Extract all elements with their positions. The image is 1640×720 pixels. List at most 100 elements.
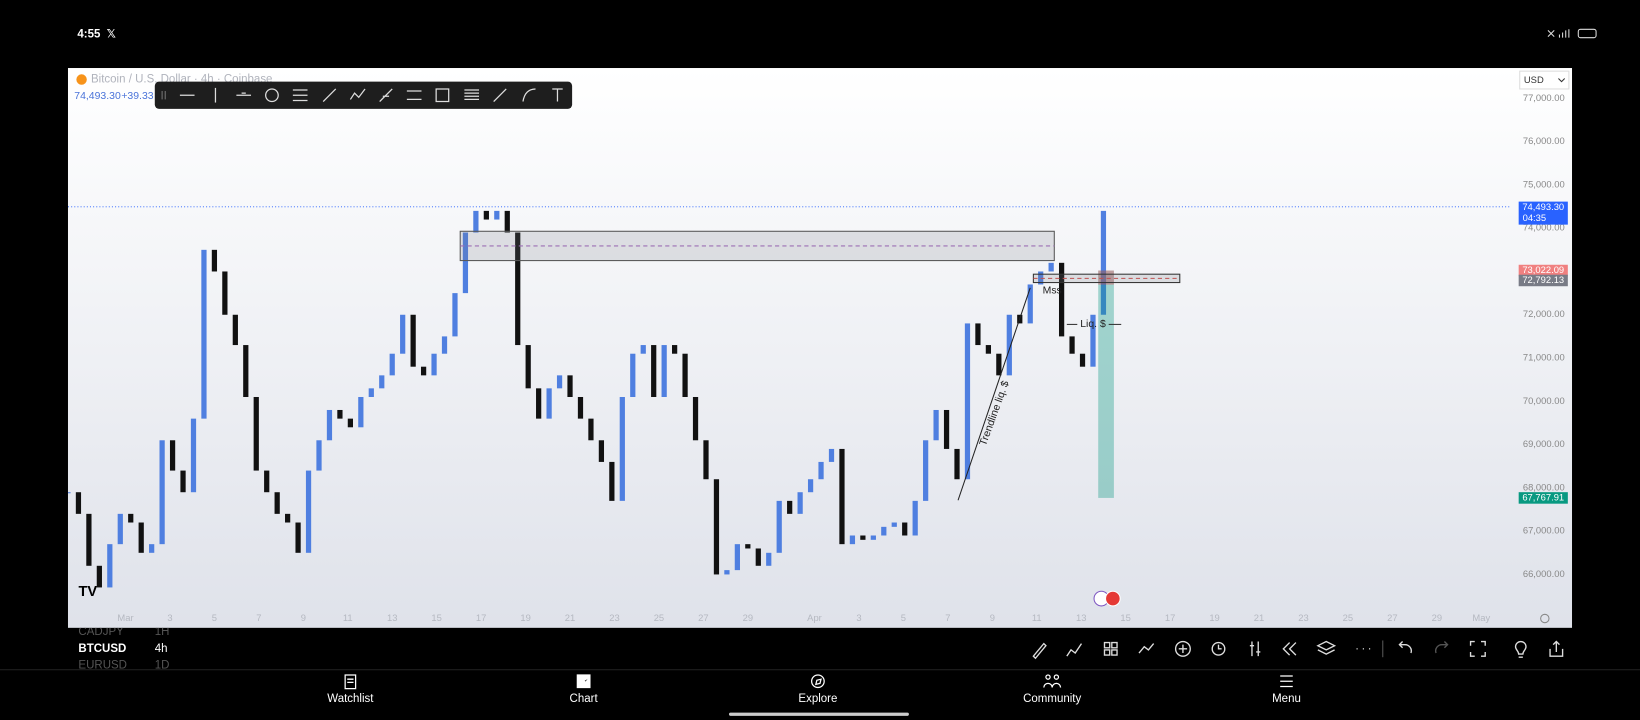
symbol-ticker[interactable]: CADJPY bbox=[78, 626, 124, 638]
x-tick-label: 3 bbox=[167, 612, 172, 623]
tool-icon[interactable] bbox=[522, 88, 536, 102]
candle bbox=[588, 418, 594, 441]
x-tick-label: 17 bbox=[476, 612, 486, 623]
candle bbox=[661, 345, 667, 397]
nav-item[interactable]: Chart bbox=[570, 674, 599, 705]
trendline[interactable] bbox=[957, 287, 1031, 501]
symbol-interval[interactable]: 4h bbox=[155, 643, 168, 655]
target-zone[interactable] bbox=[1098, 270, 1114, 498]
chart-tool[interactable] bbox=[1103, 641, 1118, 656]
chart-area[interactable] bbox=[67, 68, 1573, 628]
tool-icon[interactable] bbox=[349, 88, 366, 100]
x-tick-label: 11 bbox=[1032, 612, 1042, 623]
x-tick-label: 19 bbox=[520, 612, 530, 623]
settings-icon[interactable] bbox=[1540, 613, 1550, 624]
nav-item[interactable]: Watchlist bbox=[327, 674, 374, 705]
tool-icon[interactable] bbox=[464, 89, 480, 101]
tool-icon[interactable] bbox=[236, 92, 252, 96]
candle bbox=[609, 461, 615, 501]
candle bbox=[358, 396, 364, 428]
nav-item[interactable]: Community bbox=[1023, 674, 1082, 705]
x-tick-label: Apr bbox=[807, 612, 822, 623]
candle bbox=[180, 470, 186, 493]
x-tick-label: 5 bbox=[212, 612, 217, 623]
candle bbox=[159, 440, 165, 545]
nav-item[interactable]: Menu bbox=[1272, 675, 1301, 705]
candle bbox=[1100, 210, 1107, 315]
candle bbox=[996, 353, 1002, 376]
candle bbox=[274, 492, 280, 514]
tool-icon[interactable] bbox=[406, 90, 422, 101]
tool-icon[interactable] bbox=[552, 88, 563, 102]
candle bbox=[316, 440, 322, 471]
tool-icon[interactable] bbox=[493, 88, 507, 102]
symbol-ticker[interactable]: EURUSD bbox=[78, 660, 127, 672]
chart-tool[interactable] bbox=[1066, 643, 1083, 657]
symbol-ticker[interactable]: BTCUSD bbox=[78, 643, 126, 655]
chart-tool[interactable] bbox=[1249, 641, 1261, 657]
chart-tool[interactable] bbox=[1032, 642, 1047, 660]
candle bbox=[441, 336, 448, 354]
candle bbox=[912, 500, 918, 536]
x-tick-label: 29 bbox=[1432, 612, 1442, 623]
currency-select[interactable]: USD bbox=[1519, 70, 1570, 90]
symbol-interval[interactable]: 1H bbox=[155, 626, 170, 638]
tool-icon[interactable] bbox=[292, 89, 308, 102]
chart-tool[interactable] bbox=[1211, 641, 1226, 656]
candle bbox=[985, 345, 992, 354]
candle bbox=[787, 500, 793, 514]
x-tick-label: 7 bbox=[945, 612, 950, 623]
tool-icon[interactable] bbox=[379, 88, 393, 102]
candle bbox=[264, 470, 270, 493]
y-tick-label: 75,000.00 bbox=[1523, 178, 1565, 189]
liq-label: Liq. $ bbox=[1080, 319, 1106, 330]
candle bbox=[201, 249, 207, 419]
tv-logo: TV bbox=[79, 584, 98, 600]
candle bbox=[420, 366, 427, 376]
candle bbox=[431, 353, 437, 376]
x-tick-label: May bbox=[1472, 612, 1490, 623]
candle bbox=[515, 232, 521, 346]
symbol-list: CADJPY 1H BTCUSD 4h EURUSD 1D bbox=[78, 626, 170, 672]
candle bbox=[473, 210, 479, 233]
chart-tool[interactable] bbox=[1316, 640, 1337, 655]
chart-tool[interactable] bbox=[1174, 640, 1191, 657]
chart-tool[interactable] bbox=[1138, 643, 1155, 654]
candle bbox=[734, 544, 740, 571]
symbol-interval[interactable]: 1D bbox=[155, 660, 170, 672]
tool-icon[interactable] bbox=[322, 88, 337, 102]
price-marker-countdown: 04:35 bbox=[1523, 212, 1547, 223]
candle bbox=[211, 249, 218, 272]
chart-tool[interactable] bbox=[1282, 642, 1297, 656]
chart-tool[interactable] bbox=[1435, 641, 1449, 654]
chart-tools bbox=[1032, 640, 1564, 660]
y-tick-label: 74,000.00 bbox=[1523, 222, 1565, 233]
candle bbox=[169, 440, 176, 471]
y-tick-label: 69,000.00 bbox=[1523, 438, 1565, 449]
indicator-badge[interactable] bbox=[1093, 590, 1121, 607]
tool-icon[interactable] bbox=[265, 88, 279, 103]
chart-tool[interactable] bbox=[1514, 640, 1527, 658]
candle bbox=[347, 418, 353, 428]
chart-tool[interactable] bbox=[1469, 640, 1486, 657]
candle bbox=[703, 440, 709, 480]
chart-tool[interactable] bbox=[1549, 640, 1564, 657]
candle bbox=[567, 375, 573, 397]
candle bbox=[253, 396, 259, 471]
candle bbox=[400, 314, 406, 354]
nav-item[interactable]: Explore bbox=[798, 674, 837, 705]
nav-icon bbox=[811, 674, 825, 689]
tool-icon[interactable] bbox=[435, 88, 450, 103]
drawing-toolbar bbox=[154, 81, 573, 109]
candle bbox=[1027, 284, 1033, 324]
candle bbox=[452, 293, 458, 337]
price-marker-label: 72,792.13 bbox=[1522, 274, 1564, 285]
candle bbox=[943, 409, 950, 449]
chart-tool[interactable] bbox=[1398, 641, 1412, 654]
y-tick-label: 66,000.00 bbox=[1523, 568, 1565, 579]
drawings: Trendline liq. $ Mss Liq. $ TV bbox=[79, 230, 1181, 607]
candle bbox=[556, 375, 563, 389]
candle bbox=[713, 479, 720, 575]
candle bbox=[1069, 336, 1075, 354]
candle bbox=[138, 522, 144, 553]
